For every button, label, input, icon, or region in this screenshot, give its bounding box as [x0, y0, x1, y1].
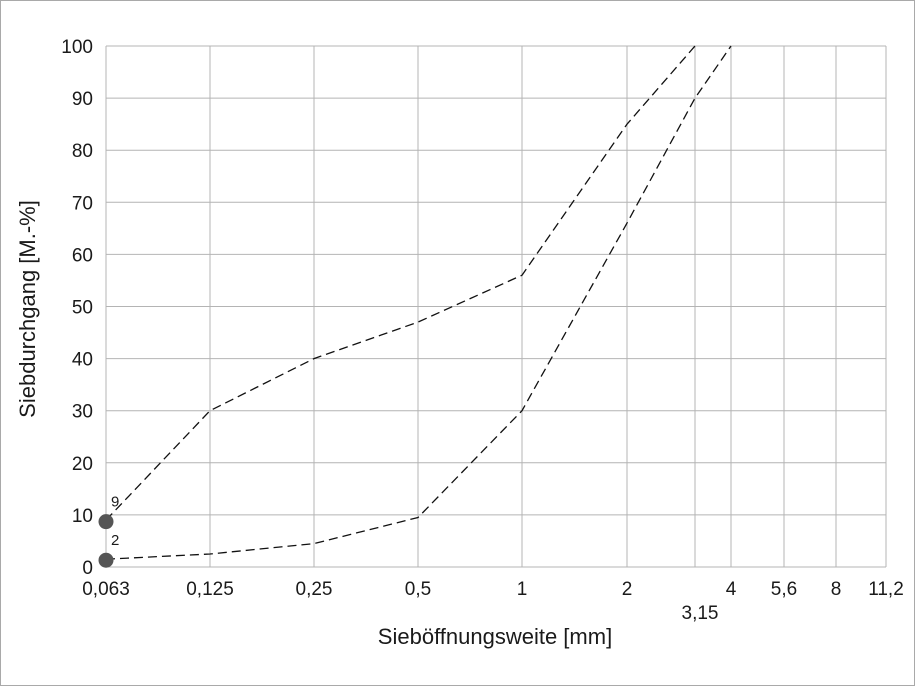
- x-tick-label: 4: [726, 579, 737, 600]
- x-tick-label: 11,2: [868, 579, 904, 600]
- y-tick-label: 10: [72, 506, 93, 527]
- y-tick-label: 30: [72, 402, 93, 423]
- y-tick-label: 60: [72, 245, 93, 266]
- x-axis-title: Sieböffnungsweite [mm]: [378, 624, 612, 649]
- data-point: [98, 514, 114, 530]
- y-axis-title: Siebdurchgang [M.-%]: [15, 200, 40, 418]
- x-tick-label: 5,6: [771, 579, 797, 600]
- y-tick-label: 90: [72, 89, 93, 110]
- y-tick-label: 100: [61, 37, 93, 58]
- y-tick-label: 70: [72, 193, 93, 214]
- x-tick-label: 0,125: [186, 579, 234, 600]
- grid: [105, 45, 887, 568]
- x-tick-label: 0,5: [405, 579, 431, 600]
- upper-limit-curve: [105, 45, 696, 521]
- x-tick-labels: 0,063 0,125 0,25 0,5 1 2 3,15 4 5,6 8 11,2: [82, 579, 904, 624]
- lower-limit-curve: [105, 45, 732, 560]
- x-tick-label: 8: [831, 579, 842, 600]
- y-tick-label: 0: [82, 558, 93, 579]
- data-point: [98, 552, 114, 568]
- x-tick-label: 3,15: [682, 603, 719, 624]
- y-tick-labels: 0 10 20 30 40 50 60 70 80 90 100: [61, 37, 93, 579]
- x-tick-label: 0,25: [296, 579, 333, 600]
- y-tick-label: 80: [72, 141, 93, 162]
- y-tick-label: 20: [72, 454, 93, 475]
- points: 92: [98, 494, 119, 568]
- curves: [105, 45, 732, 560]
- x-tick-label: 0,063: [82, 579, 130, 600]
- x-tick-label: 2: [622, 579, 633, 600]
- y-tick-label: 40: [72, 350, 93, 371]
- x-tick-label: 1: [517, 579, 528, 600]
- data-point-label: 9: [111, 494, 119, 511]
- data-point-label: 2: [111, 532, 119, 549]
- y-tick-label: 50: [72, 298, 93, 319]
